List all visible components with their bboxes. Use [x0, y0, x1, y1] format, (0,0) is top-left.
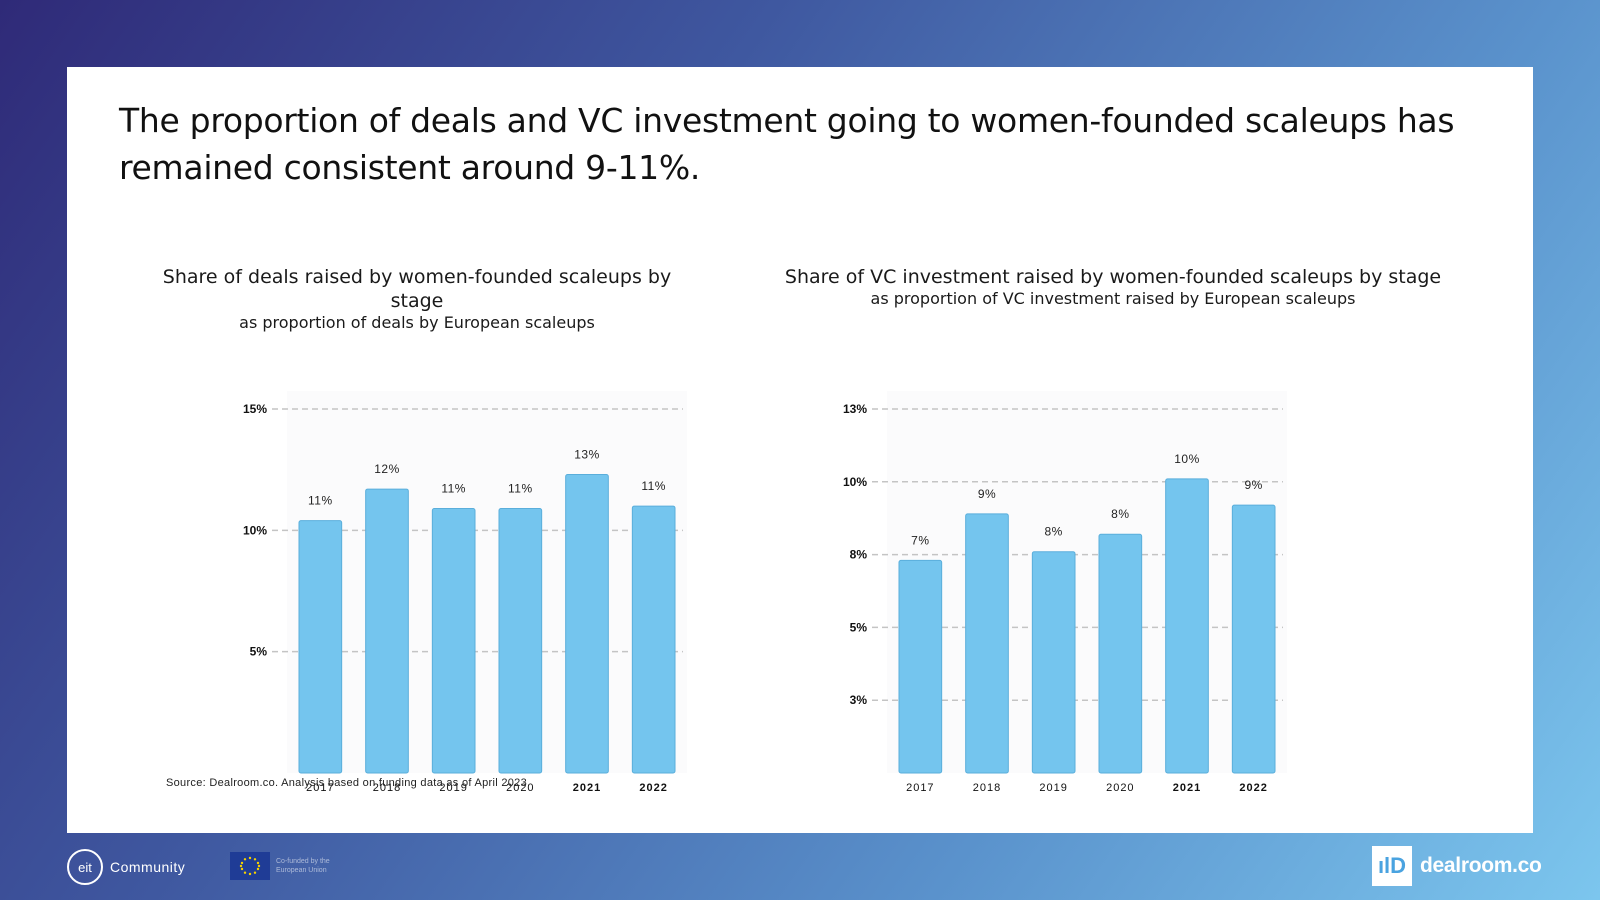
vc-ytick-label: 13% [843, 402, 867, 416]
vc-data-label: 9% [978, 487, 996, 501]
dealroom-icon: ılD [1372, 846, 1412, 886]
deals-ytick-label: 15% [243, 402, 267, 416]
deals-ytick-label: 10% [243, 523, 267, 537]
deals-data-label: 11% [441, 481, 466, 495]
source-note: Source: Dealroom.co. Analysis based on f… [166, 777, 531, 789]
vc-ytick-label: 3% [850, 693, 868, 707]
deals-chart-title: Share of deals raised by women-founded s… [162, 266, 672, 312]
vc-xtick-label: 2021 [1173, 782, 1201, 794]
vc-chart-heading: Share of VC investment raised by women-f… [783, 265, 1443, 309]
deals-data-label: 11% [308, 494, 333, 508]
deals-chart-heading: Share of deals raised by women-founded s… [137, 265, 697, 333]
deals-xtick-label: 2019 [439, 782, 467, 794]
deals-xtick-label: 2017 [306, 782, 334, 794]
deals-xtick-label: 2022 [639, 782, 667, 794]
deals-bar [431, 507, 476, 774]
deals-bar [365, 488, 409, 774]
vc-ytick-label: 10% [843, 475, 867, 489]
deals-bar [565, 474, 609, 774]
deals-xtick-label: 2021 [573, 782, 601, 794]
vc-xtick-label: 2022 [1239, 782, 1267, 794]
vc-bar [898, 559, 943, 774]
vc-bar [965, 513, 1009, 774]
deals-bar-chart: 5% 10% 15% 11% 2017 12% 2018 11% 2019 11% 2020 13% 2… [243, 391, 687, 794]
vc-data-label: 8% [1111, 507, 1129, 521]
deals-data-label: 12% [374, 462, 400, 476]
vc-ytick-label: 5% [850, 620, 868, 634]
deals-xtick-label: 2020 [506, 782, 534, 794]
eit-community-label: Community [110, 859, 186, 875]
eu-flag-icon [230, 852, 270, 880]
deals-bar [631, 505, 676, 774]
vc-plot-area [887, 391, 1287, 773]
eit-logo-text: eit [78, 860, 92, 875]
dealroom-logo: ılD dealroom.co [1372, 846, 1542, 886]
deals-plot-area [287, 391, 687, 773]
vc-xtick-label: 2017 [906, 782, 934, 794]
vc-xtick-label: 2018 [973, 782, 1001, 794]
vc-xtick-label: 2020 [1106, 782, 1134, 794]
vc-chart-subtitle: as proportion of VC investment raised by… [870, 289, 1356, 308]
slide-card: The proportion of deals and VC investmen… [67, 67, 1533, 833]
dealroom-label: dealroom.co [1420, 854, 1542, 877]
slide-headline: The proportion of deals and VC investmen… [119, 101, 1455, 187]
vc-data-label: 7% [911, 533, 929, 547]
eit-logo-icon: eit [67, 849, 103, 885]
vc-xtick-label: 2019 [1039, 782, 1067, 794]
eu-cofunded-logo: Co-funded by the European Union [230, 852, 346, 880]
deals-data-label: 13% [574, 448, 600, 462]
vc-data-label: 8% [1044, 525, 1062, 539]
vc-data-label: 10% [1174, 452, 1200, 466]
vc-data-label: 9% [1244, 478, 1262, 492]
vc-bar [1098, 533, 1143, 774]
deals-ytick-label: 5% [250, 645, 268, 659]
eu-cofunded-text: Co-funded by the European Union [276, 858, 330, 874]
vc-bar [1031, 551, 1076, 774]
vc-chart-title: Share of VC investment raised by women-f… [784, 266, 1442, 288]
deals-bar [498, 507, 543, 774]
deals-data-label: 11% [508, 481, 533, 495]
vc-bar [1231, 504, 1276, 774]
deals-bar [298, 520, 343, 774]
deals-xtick-label: 2018 [373, 782, 401, 794]
vc-bar-chart: 3% 5% 8% 10% 13% 7% 2017 9% 2018 8% 2019 8% 2020 10% 2… [843, 391, 1287, 794]
deals-data-label: 11% [641, 479, 666, 493]
vc-ytick-label: 8% [850, 548, 868, 562]
vc-bar [1165, 478, 1209, 774]
eit-community-logo: eit Community [66, 848, 185, 886]
deals-chart-subtitle: as proportion of deals by European scale… [239, 313, 595, 332]
